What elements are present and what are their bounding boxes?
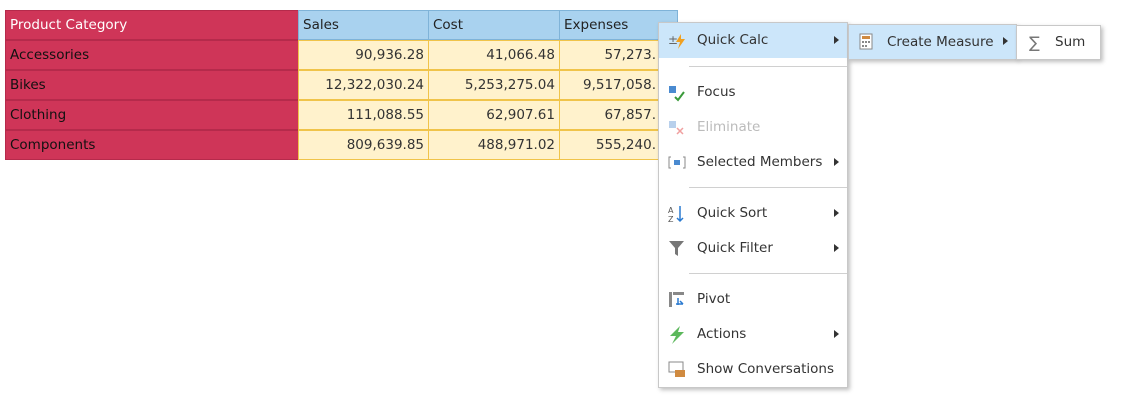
submenu: Create Measure [848, 24, 1017, 60]
icon [668, 156, 686, 169]
column-header: Product Category [5, 10, 299, 40]
icon [668, 361, 685, 377]
data-cell: 62,907.61 [428, 100, 560, 130]
menu-item[interactable]: Quick Filter [659, 231, 847, 266]
menu-label: Eliminate [697, 119, 761, 135]
menu-item[interactable]: Selected Members [659, 145, 847, 180]
menu-label: Quick Sort [697, 205, 768, 221]
data-cell: 90,936.28 [298, 40, 429, 70]
row-header: Components [5, 130, 299, 160]
row-header: Accessories [5, 40, 299, 70]
menu-label: Selected Members [697, 154, 823, 170]
data-cell: 111,088.55 [298, 100, 429, 130]
menu-item[interactable]: ∑ Sum [1017, 26, 1100, 59]
data-cell: 41,066.48 [428, 40, 560, 70]
data-cell: 12,322,030.24 [298, 70, 429, 100]
menu-item[interactable]: Create Measure [849, 25, 1016, 59]
menu-label: Quick Filter [697, 240, 773, 256]
menu-item: Eliminate [659, 110, 847, 145]
icon: ± [668, 33, 685, 49]
svg-text:±: ± [668, 33, 678, 47]
icon [669, 121, 684, 135]
context-menu: ± Quick Calc Focus Eliminate Selected Me… [658, 22, 848, 388]
svg-text:Z: Z [668, 215, 674, 223]
submenu-2: ∑ Sum [1016, 25, 1101, 60]
menu-label: Sum [1055, 34, 1086, 50]
data-cell: 488,971.02 [428, 130, 560, 160]
column-header: Sales [298, 10, 429, 40]
menu-item[interactable]: Pivot [659, 282, 847, 317]
menu-label: Actions [697, 326, 747, 342]
column-header: Cost [428, 10, 560, 40]
row-header: Bikes [5, 70, 299, 100]
menu-label: Create Measure [887, 34, 994, 50]
menu-label: Quick Calc [697, 32, 769, 48]
row-header: Clothing [5, 100, 299, 130]
icon: AZ [668, 206, 684, 223]
svg-text:A: A [668, 206, 674, 215]
icon [670, 326, 684, 344]
icon [669, 241, 684, 256]
menu-item[interactable]: Focus [659, 75, 847, 110]
menu-label: Show Conversations [697, 361, 835, 377]
data-cell: 809,639.85 [298, 130, 429, 160]
menu-label: Pivot [697, 291, 731, 307]
data-cell: 5,253,275.04 [428, 70, 560, 100]
icon [669, 292, 684, 307]
menu-item[interactable]: Actions [659, 317, 847, 352]
icon [859, 33, 873, 50]
menu-label: Focus [697, 84, 736, 100]
icon [669, 86, 685, 102]
menu-item[interactable]: Show Conversations [659, 352, 847, 387]
menu-item[interactable]: ± Quick Calc [659, 23, 847, 58]
